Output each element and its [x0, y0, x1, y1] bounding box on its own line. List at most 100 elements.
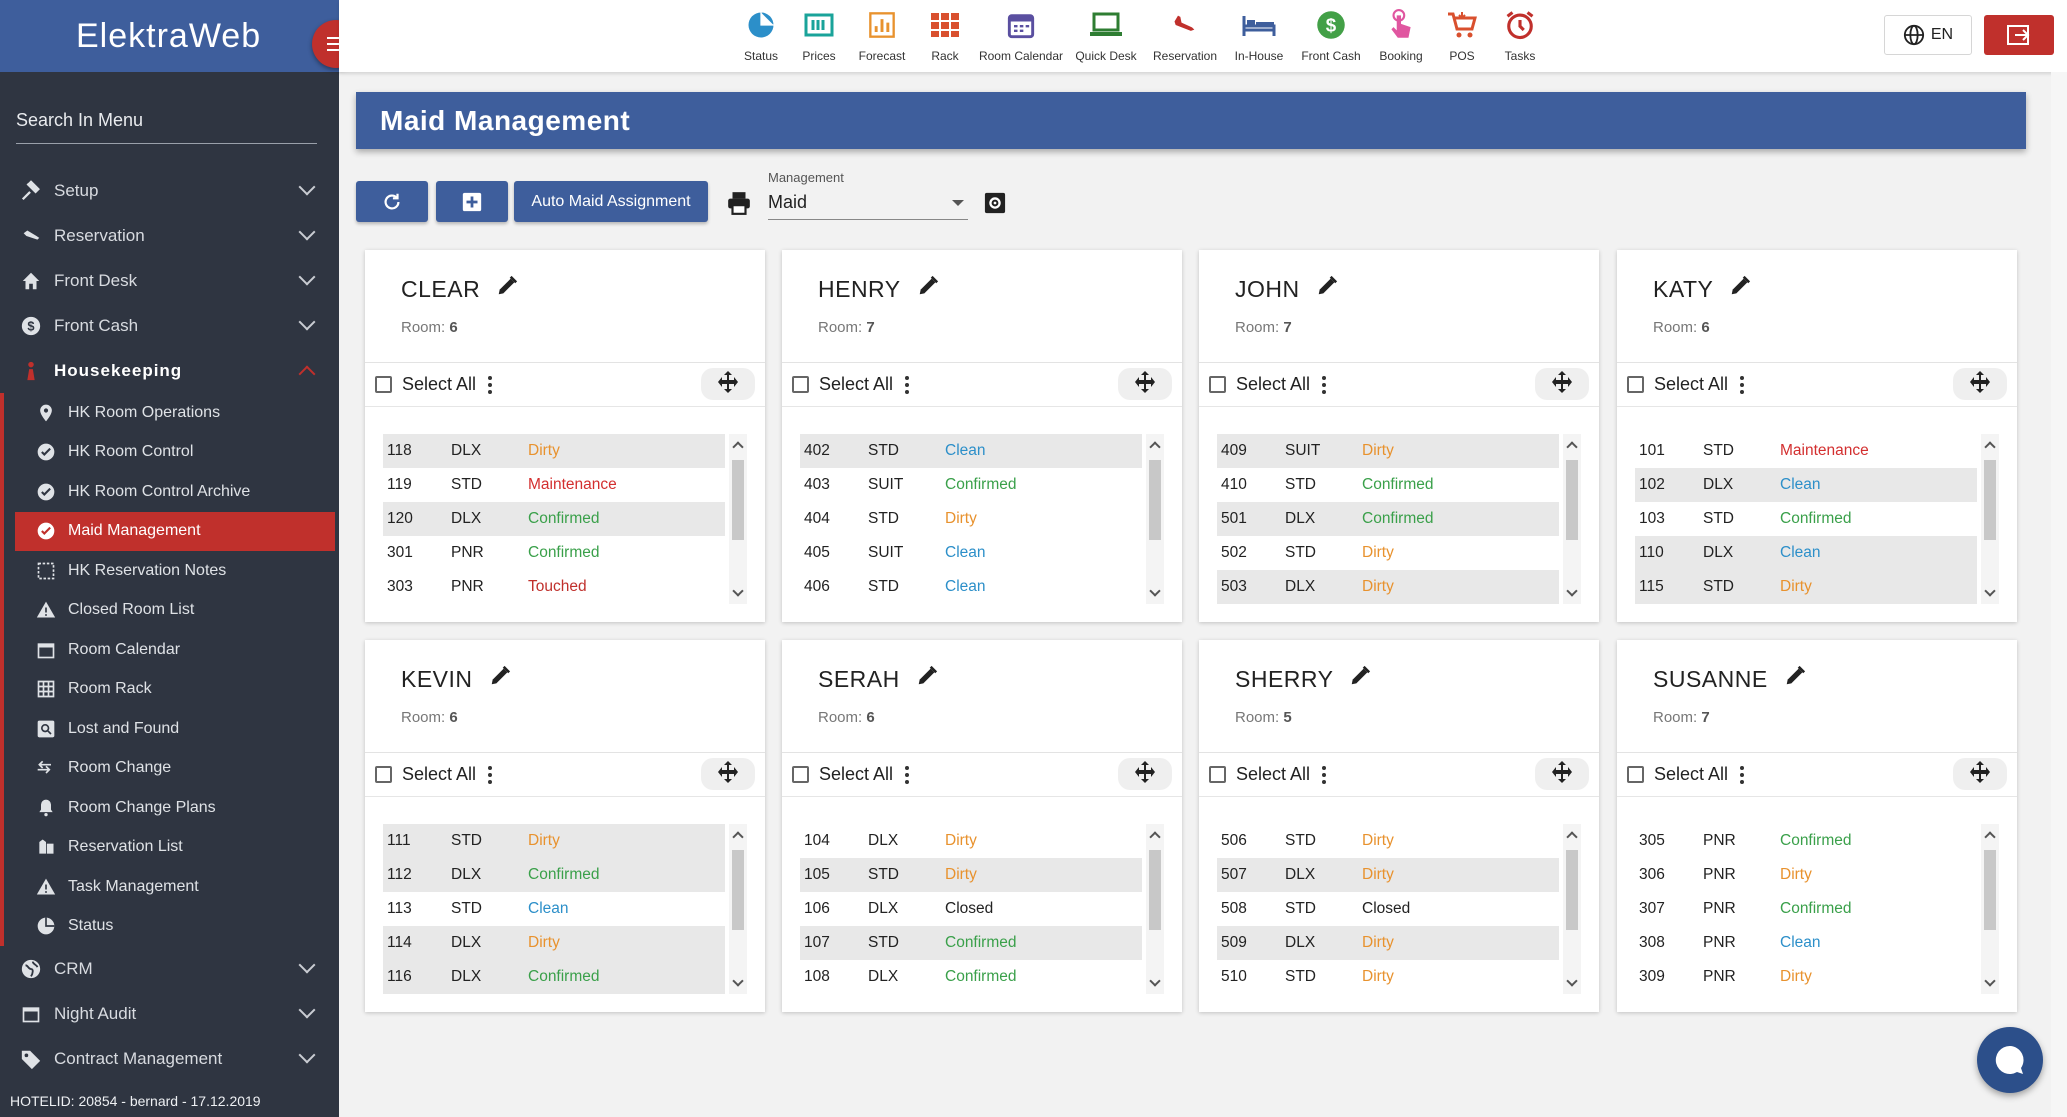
chevron-down-icon[interactable]: [1984, 585, 1996, 597]
room-row[interactable]: 308 PNR Clean: [1635, 926, 1977, 960]
chevron-down-icon[interactable]: [732, 975, 744, 987]
chevron-down-icon[interactable]: [1566, 585, 1578, 597]
room-row[interactable]: 501 DLX Confirmed: [1217, 502, 1559, 536]
scroll-thumb[interactable]: [1984, 460, 1996, 540]
room-row[interactable]: 309 PNR Dirty: [1635, 960, 1977, 994]
room-list-scrollbar[interactable]: [1563, 434, 1581, 604]
search-menu-input[interactable]: Search In Menu: [16, 110, 317, 144]
edit-pencil-icon[interactable]: [1784, 665, 1806, 693]
more-vert-icon[interactable]: [1322, 765, 1327, 784]
room-row[interactable]: 306 PNR Dirty: [1635, 858, 1977, 892]
chevron-up-icon[interactable]: [1566, 831, 1578, 843]
sidebar-item-contract-management[interactable]: Contract Management: [0, 1036, 339, 1081]
room-row[interactable]: 119 STD Maintenance: [383, 468, 725, 502]
room-list-scrollbar[interactable]: [729, 434, 747, 604]
select-all-checkbox[interactable]: [375, 376, 392, 393]
chevron-down-icon[interactable]: [732, 585, 744, 597]
management-select[interactable]: Maid: [768, 190, 968, 220]
move-button[interactable]: [1953, 758, 2007, 790]
chevron-up-icon[interactable]: [1984, 831, 1996, 843]
sidebar-subitem-room-rack[interactable]: Room Rack: [4, 670, 339, 710]
edit-pencil-icon[interactable]: [489, 665, 511, 693]
room-row[interactable]: 111 STD Dirty: [383, 824, 725, 858]
room-list-scrollbar[interactable]: [1981, 824, 1999, 994]
room-row[interactable]: 105 STD Dirty: [800, 858, 1142, 892]
room-row[interactable]: 114 DLX Dirty: [383, 926, 725, 960]
sidebar-subitem-hk-reservation-notes[interactable]: HK Reservation Notes: [4, 551, 339, 591]
toolbar-pos-button[interactable]: POS: [1419, 8, 1505, 63]
chevron-down-icon[interactable]: [1149, 585, 1161, 597]
chevron-down-icon[interactable]: [1149, 975, 1161, 987]
move-button[interactable]: [1118, 368, 1172, 400]
room-row[interactable]: 115 STD Dirty: [1635, 570, 1977, 604]
select-all-checkbox[interactable]: [1627, 766, 1644, 783]
room-row[interactable]: 507 DLX Dirty: [1217, 858, 1559, 892]
move-button[interactable]: [1118, 758, 1172, 790]
room-row[interactable]: 116 DLX Confirmed: [383, 960, 725, 994]
scroll-thumb[interactable]: [1566, 460, 1578, 540]
room-row[interactable]: 103 STD Confirmed: [1635, 502, 1977, 536]
add-button[interactable]: [436, 181, 508, 222]
more-vert-icon[interactable]: [488, 375, 493, 394]
more-vert-icon[interactable]: [1740, 375, 1745, 394]
room-row[interactable]: 406 STD Clean: [800, 570, 1142, 604]
edit-pencil-icon[interactable]: [916, 665, 938, 693]
room-row[interactable]: 113 STD Clean: [383, 892, 725, 926]
toolbar-reservation-button[interactable]: Reservation: [1142, 8, 1228, 63]
toolbar-booking-button[interactable]: Booking: [1358, 8, 1444, 63]
select-all-checkbox[interactable]: [792, 376, 809, 393]
scroll-thumb[interactable]: [732, 850, 744, 930]
edit-pencil-icon[interactable]: [917, 275, 939, 303]
sidebar-item-reservation[interactable]: Reservation: [0, 213, 339, 258]
chevron-up-icon[interactable]: [1149, 441, 1161, 453]
sidebar-subitem-hk-room-operations[interactable]: HK Room Operations: [4, 393, 339, 433]
sidebar-item-housekeeping[interactable]: Housekeeping: [0, 348, 339, 393]
print-button[interactable]: [726, 190, 752, 221]
room-row[interactable]: 405 SUIT Clean: [800, 536, 1142, 570]
move-button[interactable]: [1953, 368, 2007, 400]
select-all-checkbox[interactable]: [1209, 766, 1226, 783]
scroll-thumb[interactable]: [1984, 850, 1996, 930]
sidebar-item-setup[interactable]: Setup: [0, 168, 339, 213]
room-list-scrollbar[interactable]: [1146, 434, 1164, 604]
room-row[interactable]: 106 DLX Closed: [800, 892, 1142, 926]
room-row[interactable]: 305 PNR Confirmed: [1635, 824, 1977, 858]
room-row[interactable]: 509 DLX Dirty: [1217, 926, 1559, 960]
room-row[interactable]: 101 STD Maintenance: [1635, 434, 1977, 468]
select-all-checkbox[interactable]: [1627, 376, 1644, 393]
room-row[interactable]: 409 SUIT Dirty: [1217, 434, 1559, 468]
toolbar-rack-button[interactable]: Rack: [902, 8, 988, 63]
sidebar-item-night-audit[interactable]: Night Audit: [0, 991, 339, 1036]
sidebar-subitem-hk-room-control[interactable]: HK Room Control: [4, 433, 339, 473]
page-scrollbar[interactable]: [2051, 72, 2067, 1117]
logout-button[interactable]: [1984, 15, 2054, 55]
more-vert-icon[interactable]: [1740, 765, 1745, 784]
select-all-checkbox[interactable]: [1209, 376, 1226, 393]
toolbar-tasks-button[interactable]: Tasks: [1477, 8, 1563, 63]
more-vert-icon[interactable]: [1322, 375, 1327, 394]
toolbar-forecast-button[interactable]: Forecast: [839, 8, 925, 63]
room-row[interactable]: 104 DLX Dirty: [800, 824, 1142, 858]
move-button[interactable]: [701, 368, 755, 400]
room-row[interactable]: 120 DLX Confirmed: [383, 502, 725, 536]
room-row[interactable]: 503 DLX Dirty: [1217, 570, 1559, 604]
sidebar-subitem-room-calendar[interactable]: Room Calendar: [4, 630, 339, 670]
auto-maid-assignment-button[interactable]: Auto Maid Assignment: [514, 181, 708, 222]
room-row[interactable]: 410 STD Confirmed: [1217, 468, 1559, 502]
more-vert-icon[interactable]: [488, 765, 493, 784]
sidebar-subitem-status[interactable]: Status: [4, 907, 339, 947]
scroll-thumb[interactable]: [1566, 850, 1578, 930]
sidebar-subitem-hk-room-control-archive[interactable]: HK Room Control Archive: [4, 472, 339, 512]
language-button[interactable]: EN: [1884, 15, 1972, 55]
scroll-thumb[interactable]: [1149, 850, 1161, 930]
more-vert-icon[interactable]: [905, 375, 910, 394]
room-row[interactable]: 404 STD Dirty: [800, 502, 1142, 536]
select-all-checkbox[interactable]: [375, 766, 392, 783]
select-all-checkbox[interactable]: [792, 766, 809, 783]
chat-button[interactable]: [1977, 1027, 2043, 1093]
edit-pencil-icon[interactable]: [1316, 275, 1338, 303]
room-row[interactable]: 303 PNR Touched: [383, 570, 725, 604]
scroll-thumb[interactable]: [1149, 460, 1161, 540]
sidebar-subitem-closed-room-list[interactable]: Closed Room List: [4, 591, 339, 631]
toolbar-quick-desk-button[interactable]: Quick Desk: [1063, 8, 1149, 63]
